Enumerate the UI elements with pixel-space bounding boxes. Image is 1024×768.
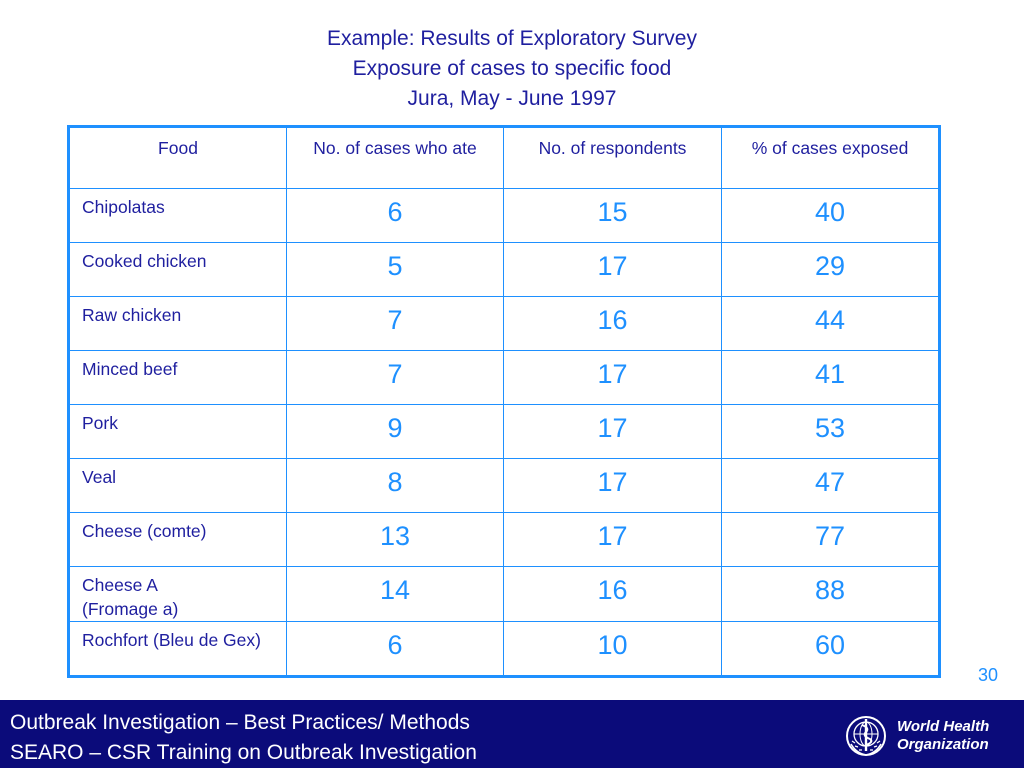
footer-line-1: Outbreak Investigation – Best Practices/… [10,711,470,734]
percent-value: 60 [721,621,940,677]
food-name: Cheese (comte) [68,512,287,567]
header-respondents: No. of respondents [503,126,722,189]
table-header-row: Food No. of cases who ate No. of respond… [68,126,940,189]
respondents-value: 17 [503,458,722,513]
food-name: Cooked chicken [68,242,287,297]
table-row: Chipolatas 6 15 40 [68,188,940,243]
percent-value: 53 [721,404,940,459]
who-logo: World Health Organization [843,713,1015,759]
header-food: Food [68,126,287,189]
cases-value: 6 [286,188,504,243]
food-name: Cheese A (Fromage a) [68,566,287,622]
respondents-value: 10 [503,621,722,677]
percent-value: 41 [721,350,940,405]
title-line-2: Exposure of cases to specific food [352,57,672,80]
table-row: Veal 8 17 47 [68,458,940,513]
respondents-value: 15 [503,188,722,243]
table-row: Cooked chicken 5 17 29 [68,242,940,297]
percent-value: 47 [721,458,940,513]
food-name: Pork [68,404,287,459]
respondents-value: 16 [503,566,722,622]
slide-title: Example: Results of Exploratory Survey E… [0,24,1024,114]
exposure-table: Food No. of cases who ate No. of respond… [67,125,941,678]
food-name: Veal [68,458,287,513]
footer-bar: Outbreak Investigation – Best Practices/… [0,700,1024,768]
who-name-line-1: World Health [897,718,990,735]
table-row: Rochfort (Bleu de Gex) 6 10 60 [68,621,940,677]
table-row: Minced beef 7 17 41 [68,350,940,405]
footer-line-2: SEARO – CSR Training on Outbreak Investi… [10,741,477,764]
cases-value: 9 [286,404,504,459]
cases-value: 7 [286,350,504,405]
percent-value: 44 [721,296,940,351]
food-name: Minced beef [68,350,287,405]
respondents-value: 17 [503,404,722,459]
who-name: World Health Organization [897,718,989,754]
food-name: Raw chicken [68,296,287,351]
header-percent-exposed: % of cases exposed [721,126,940,189]
respondents-value: 17 [503,350,722,405]
percent-value: 77 [721,512,940,567]
header-cases-who-ate: No. of cases who ate [286,126,504,189]
cases-value: 8 [286,458,504,513]
title-line-1: Example: Results of Exploratory Survey [327,27,697,50]
who-emblem-icon [846,716,886,756]
food-name: Chipolatas [68,188,287,243]
cases-value: 5 [286,242,504,297]
table-row: Pork 9 17 53 [68,404,940,459]
footer-text: Outbreak Investigation – Best Practices/… [10,708,477,768]
who-name-line-2: Organization [897,736,989,753]
respondents-value: 16 [503,296,722,351]
table-row: Cheese A (Fromage a) 14 16 88 [68,566,940,622]
table-row: Cheese (comte) 13 17 77 [68,512,940,567]
respondents-value: 17 [503,242,722,297]
cases-value: 7 [286,296,504,351]
slide-number: 30 [978,665,999,685]
cases-value: 6 [286,621,504,677]
title-line-3: Jura, May - June 1997 [407,87,617,110]
cases-value: 13 [286,512,504,567]
percent-value: 29 [721,242,940,297]
percent-value: 88 [721,566,940,622]
cases-value: 14 [286,566,504,622]
respondents-value: 17 [503,512,722,567]
percent-value: 40 [721,188,940,243]
food-name: Rochfort (Bleu de Gex) [68,621,287,677]
table-row: Raw chicken 7 16 44 [68,296,940,351]
